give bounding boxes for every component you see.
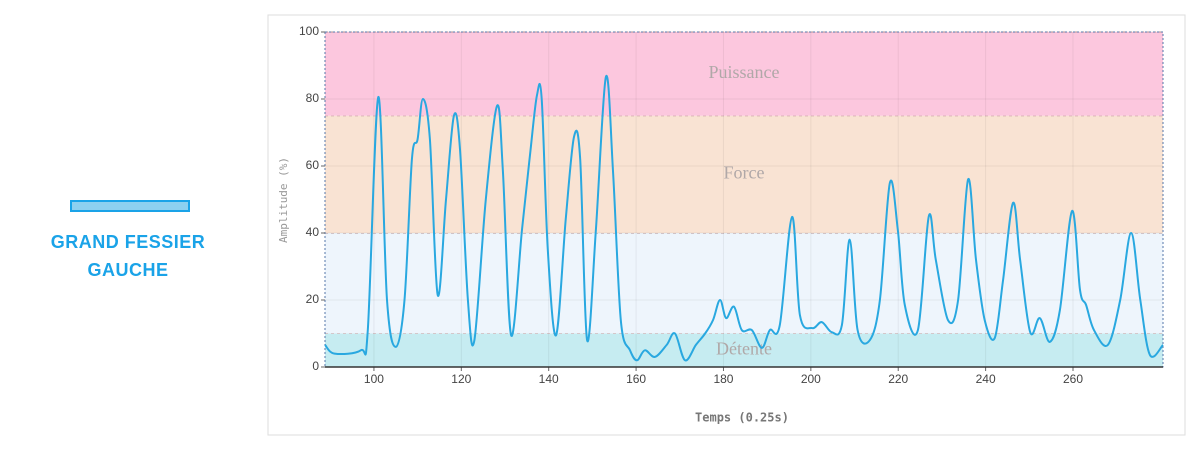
x-tick-label: 240 [976, 372, 996, 386]
y-tick-label: 20 [306, 292, 320, 306]
x-tick-label: 180 [713, 372, 733, 386]
zone [325, 115, 1163, 233]
y-tick-label: 40 [306, 225, 320, 239]
x-tick-label: 140 [539, 372, 559, 386]
legend-swatch [70, 200, 190, 212]
zone-label: Détente [716, 338, 772, 358]
x-tick-label: 220 [888, 372, 908, 386]
y-tick-label: 80 [306, 91, 320, 105]
x-tick-label: 120 [451, 372, 471, 386]
x-tick-label: 160 [626, 372, 646, 386]
muscle-label: GRAND FESSIER GAUCHE [50, 232, 206, 280]
x-tick-label: 100 [364, 372, 384, 386]
y-tick-label: 100 [299, 24, 319, 38]
data-line [324, 74, 1164, 362]
zone [325, 233, 1163, 334]
zone [325, 32, 1163, 116]
zone-label: Puissance [709, 62, 780, 82]
x-axis-title: Temps (0.25s) [695, 411, 789, 425]
x-tick-label: 200 [801, 372, 821, 386]
x-tick-label: 260 [1063, 372, 1083, 386]
zone-label: Force [724, 163, 765, 183]
y-tick-label: 60 [306, 158, 320, 172]
zone [325, 333, 1163, 367]
y-tick-label: 0 [312, 359, 319, 373]
y-axis-title: Amplitude (%) [277, 157, 290, 243]
